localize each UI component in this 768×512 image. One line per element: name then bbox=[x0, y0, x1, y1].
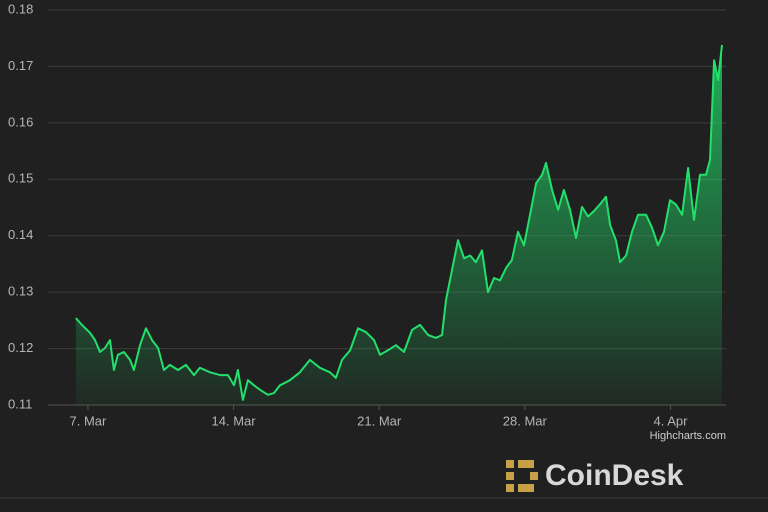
logo-icon bbox=[506, 472, 514, 480]
y-tick-label: 0.12 bbox=[8, 340, 33, 355]
logo-icon bbox=[506, 484, 514, 492]
logo-icon bbox=[518, 460, 534, 468]
labels: 0.11 0.12 0.13 0.14 0.15 0.16 0.17 0.18 7. Mar 14… bbox=[8, 1, 688, 428]
line bbox=[75, 44, 723, 401]
y-tick-label: 0.16 bbox=[8, 114, 33, 129]
x-tick-label: 4. Apr bbox=[653, 413, 688, 428]
logo-icon bbox=[506, 460, 514, 468]
y-tick-label: 0.14 bbox=[8, 227, 33, 242]
logo-icon bbox=[518, 484, 534, 492]
logo: CoinDesk bbox=[506, 459, 684, 492]
logo-icon bbox=[530, 472, 538, 480]
y-tick-label: 0.17 bbox=[8, 58, 33, 73]
area bbox=[75, 45, 722, 405]
y-tick-label: 0.15 bbox=[8, 171, 33, 186]
y-tick-label: 0.11 bbox=[8, 396, 32, 411]
credit: Highcharts.com bbox=[650, 430, 726, 442]
x-tick-label: 14. Mar bbox=[212, 413, 257, 428]
plot bbox=[75, 44, 723, 405]
x-tick-label: 7. Mar bbox=[70, 413, 108, 428]
y-tick-label: 0.13 bbox=[8, 284, 33, 299]
x-tick-label: 28. Mar bbox=[503, 413, 548, 428]
watermark: CoinDesk bbox=[545, 459, 684, 492]
y-tick-label: 0.18 bbox=[8, 1, 33, 16]
x-tick-label: 21. Mar bbox=[357, 413, 402, 428]
